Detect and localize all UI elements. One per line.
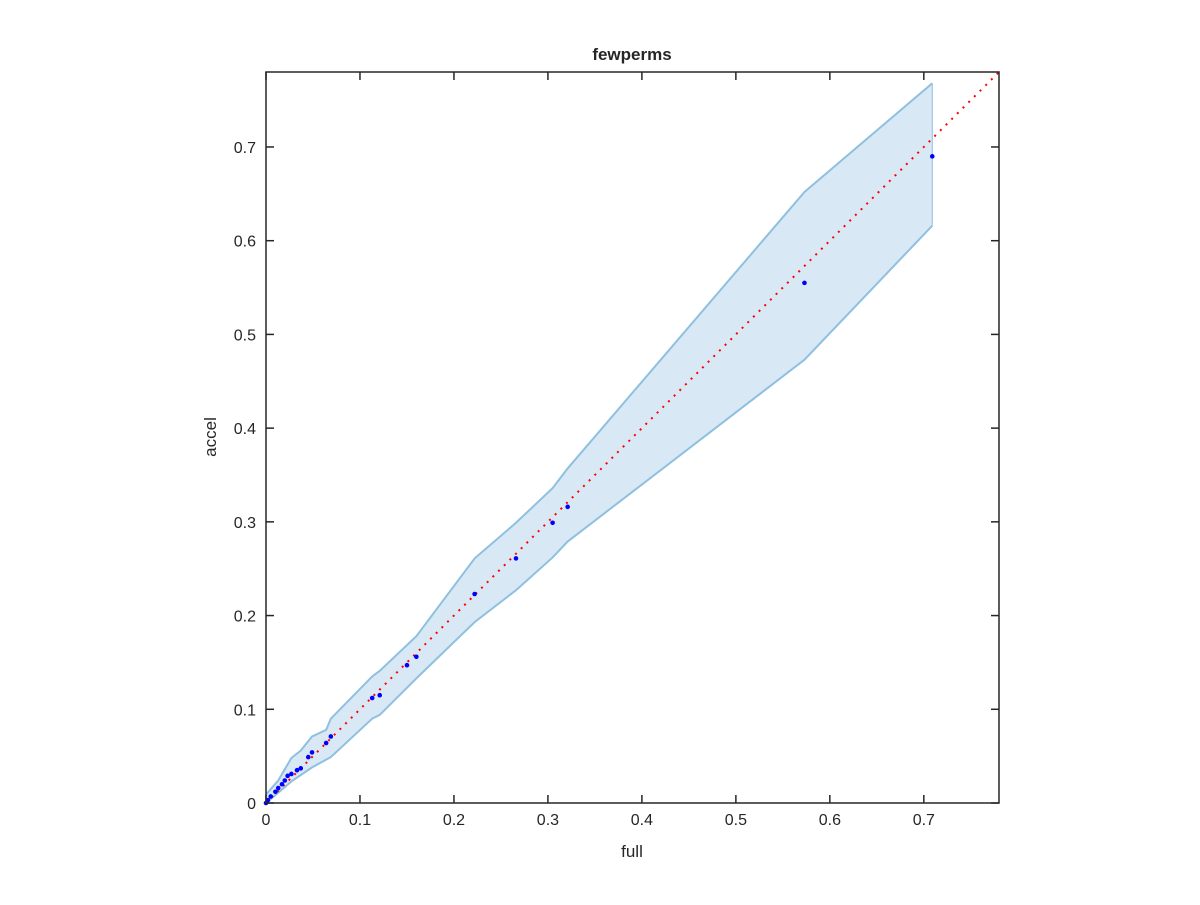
x-tick-label: 0.1 bbox=[349, 812, 371, 829]
data-point bbox=[294, 767, 300, 773]
data-point bbox=[565, 504, 570, 510]
data-point bbox=[404, 662, 410, 668]
y-tick-label: 0.1 bbox=[234, 702, 256, 719]
confidence-band bbox=[266, 83, 933, 803]
band-lower-edge bbox=[265, 225, 934, 804]
x-tick-label: 0.4 bbox=[631, 812, 653, 829]
data-point bbox=[282, 778, 288, 783]
chart-title: fewperms bbox=[592, 45, 671, 64]
y-tick-label: 0.3 bbox=[234, 515, 256, 532]
x-tick-label: 0.6 bbox=[819, 812, 841, 829]
y-tick-label: 0 bbox=[247, 796, 256, 813]
data-point bbox=[328, 734, 334, 739]
data-point bbox=[289, 771, 294, 777]
data-point bbox=[414, 654, 419, 660]
y-tick-label: 0.5 bbox=[234, 327, 256, 344]
data-point bbox=[802, 280, 807, 286]
data-point bbox=[323, 740, 329, 746]
x-tick-label: 0 bbox=[262, 812, 271, 829]
y-tick-label: 0.6 bbox=[234, 234, 256, 251]
y-axis-label: accel bbox=[201, 417, 220, 457]
x-tick-label: 0.2 bbox=[443, 812, 465, 829]
data-point bbox=[279, 781, 285, 787]
data-point bbox=[513, 556, 519, 561]
data-point bbox=[550, 520, 555, 526]
x-axis-label: full bbox=[621, 842, 643, 861]
data-point bbox=[472, 591, 477, 597]
data-point bbox=[929, 154, 935, 159]
data-point bbox=[309, 750, 315, 755]
data-point bbox=[275, 785, 281, 791]
band-upper-edge bbox=[265, 82, 933, 796]
x-tick-label: 0.7 bbox=[913, 812, 935, 829]
data-point bbox=[305, 754, 311, 760]
data-point bbox=[268, 794, 273, 799]
y-tick-label: 0.2 bbox=[234, 609, 256, 626]
y-tick-label: 0.7 bbox=[234, 140, 256, 157]
x-tick-label: 0.3 bbox=[537, 812, 559, 829]
data-point bbox=[298, 766, 304, 771]
x-tick-label: 0.5 bbox=[725, 812, 747, 829]
data-point bbox=[285, 773, 290, 779]
axes-box bbox=[265, 71, 1000, 804]
data-point bbox=[377, 692, 383, 698]
data-point bbox=[369, 695, 375, 701]
data-point bbox=[273, 789, 278, 795]
y-tick-label: 0.4 bbox=[234, 421, 256, 438]
